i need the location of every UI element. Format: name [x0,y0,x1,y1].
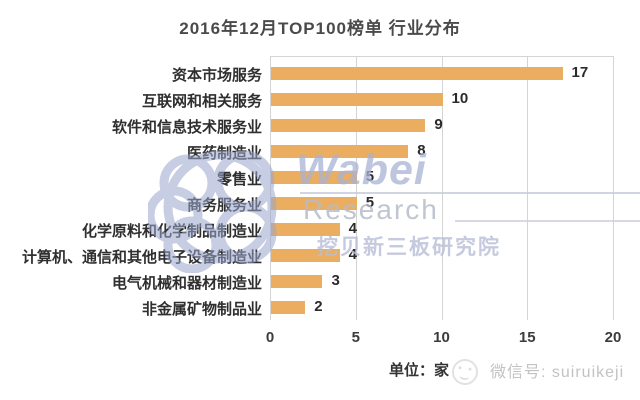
value-label: 9 [434,115,443,133]
category-label: 商务服务业 [186,196,262,214]
bar [271,222,340,236]
gridline [355,56,357,320]
value-label: 4 [348,219,357,237]
bar [271,196,357,210]
value-label: 4 [348,245,357,263]
gridline [441,56,443,320]
value-label: 17 [571,63,589,81]
category-label: 电气机械和器材制造业 [111,274,262,292]
x-axis-tick-label: 0 [265,329,275,346]
category-label: 零售业 [216,170,262,188]
category-label: 软件和信息技术服务业 [111,118,262,136]
bar [271,66,563,80]
x-axis-tick-label: 5 [351,329,360,346]
value-label: 3 [331,271,340,289]
category-label: 非金属矿物制品业 [141,300,262,318]
value-label: 2 [314,297,323,315]
value-label: 8 [417,141,426,159]
value-label: 5 [365,193,375,211]
bar [271,248,340,262]
bar [271,300,306,314]
x-axis-tick-label: 10 [433,329,450,346]
category-label: 医药制造业 [186,144,262,162]
value-label: 5 [365,167,375,185]
unit-label: 单位：家 [389,362,450,379]
category-label: 化学原料和化学制品制造业 [81,222,262,240]
x-axis-tick-label: 15 [518,329,536,346]
bar [271,118,426,132]
wechat-id-label: 微信号: suiruikeji [490,364,625,381]
bar [271,170,357,184]
bar [271,92,443,106]
bar [271,274,323,288]
gridline [613,56,614,320]
x-axis-tick-label: 20 [604,329,622,346]
category-label: 资本市场服务 [171,66,262,84]
gridline [527,56,529,320]
category-label: 计算机、通信和其他电子设备制造业 [21,248,262,266]
bar [271,144,409,158]
category-label: 互联网和相关服务 [141,92,262,110]
chart-title: 2016年12月TOP100榜单 行业分布 [179,19,461,38]
value-label: 10 [451,89,469,107]
